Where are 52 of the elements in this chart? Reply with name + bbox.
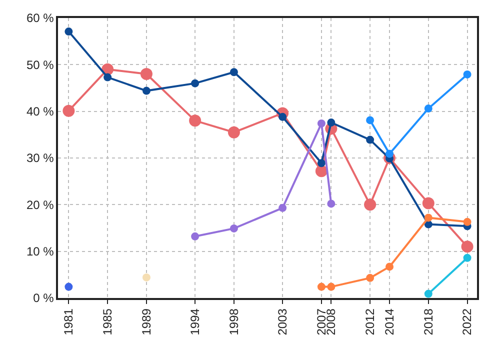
point — [189, 114, 202, 127]
point — [228, 126, 240, 138]
point — [64, 282, 73, 291]
x-tick-label: 1998 — [226, 308, 241, 336]
point — [230, 68, 238, 76]
x-tick-label: 1981 — [62, 308, 76, 336]
x-tick-label: 2008 — [324, 308, 338, 336]
point — [463, 254, 472, 262]
x-tick-label: 1989 — [139, 308, 154, 336]
y-tick-label: 10 % — [26, 244, 54, 259]
point — [278, 204, 287, 212]
point — [191, 232, 200, 240]
point — [366, 116, 374, 124]
point — [140, 68, 152, 80]
x-tick-label: 2018 — [421, 308, 436, 336]
point — [191, 79, 200, 88]
x-tick-label: 2012 — [362, 308, 377, 336]
x-tick-label: 2022 — [460, 308, 474, 336]
y-tick-label: 30 % — [26, 151, 54, 166]
y-tick-label: 40 % — [26, 104, 54, 119]
y-tick-label: 50 % — [26, 58, 54, 72]
point — [317, 282, 326, 291]
point — [463, 70, 472, 78]
point — [64, 28, 73, 36]
x-tick-label: 1994 — [188, 308, 202, 336]
x-tick-label: 2014 — [382, 308, 396, 336]
point — [327, 282, 336, 291]
point — [463, 218, 472, 226]
point — [461, 240, 474, 253]
x-tick-label: 1985 — [100, 308, 114, 336]
point — [104, 73, 112, 82]
point — [364, 198, 376, 211]
point — [327, 118, 336, 127]
point — [422, 197, 434, 210]
point — [62, 104, 75, 117]
y-tick-label: 20 % — [26, 198, 54, 212]
point — [366, 136, 374, 144]
point — [317, 159, 326, 168]
point — [386, 150, 394, 158]
y-tick-label: 0 % — [33, 291, 54, 306]
point — [142, 86, 150, 95]
point — [230, 224, 238, 232]
point — [366, 274, 374, 282]
point — [327, 200, 336, 208]
y-tick-label: 60 % — [26, 11, 54, 26]
point — [142, 273, 150, 282]
point — [424, 214, 432, 222]
point — [424, 290, 432, 298]
point — [386, 262, 394, 271]
x-tick-label: 2003 — [275, 308, 290, 336]
point — [317, 119, 326, 128]
point — [424, 104, 432, 113]
